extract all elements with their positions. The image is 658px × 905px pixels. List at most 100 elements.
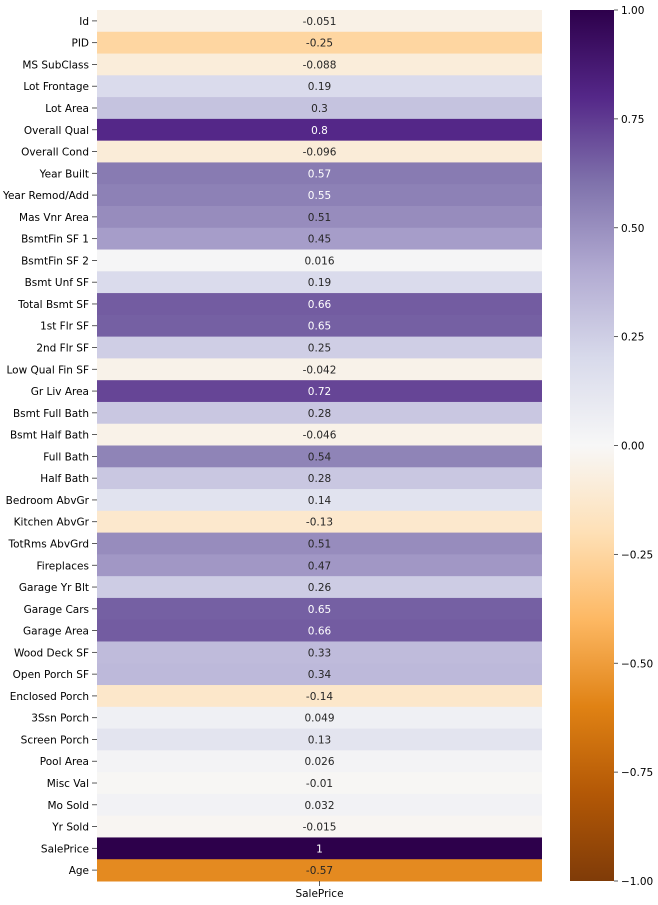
heatmap-cell — [97, 510, 542, 534]
cell-value-label: -0.046 — [303, 430, 337, 442]
row-label: Full Bath — [43, 451, 89, 463]
cell-value-label: 0.25 — [308, 343, 331, 355]
heatmap-cell — [97, 663, 542, 686]
cell-value-label: 0.51 — [308, 538, 331, 550]
heatmap-cell — [97, 554, 542, 577]
row-label: Gr Liv Area — [31, 386, 89, 398]
heatmap-cell — [97, 314, 542, 338]
heatmap-cell — [97, 31, 542, 55]
colorbar-gradient — [570, 10, 614, 881]
row-label: Bedroom AbvGr — [6, 495, 90, 507]
row-label: MS SubClass — [22, 59, 89, 71]
heatmap-cell — [97, 597, 542, 621]
heatmap-cell — [97, 423, 542, 446]
row-label: Bsmt Full Bath — [13, 408, 89, 420]
heatmap-cell — [97, 619, 542, 642]
heatmap-cell — [97, 706, 542, 730]
cell-value-label: 0.66 — [308, 299, 332, 311]
cell-value-label: 0.57 — [308, 168, 331, 180]
row-label: TotRms AbvGrd — [8, 538, 90, 550]
cell-value-label: 0.016 — [304, 255, 334, 267]
cell-value-label: 0.47 — [308, 560, 331, 572]
cell-value-label: 0.28 — [308, 473, 331, 485]
cell-value-label: -0.051 — [303, 16, 337, 28]
cell-value-label: 0.026 — [304, 756, 334, 768]
cell-value-label: 1 — [316, 843, 323, 855]
colorbar-tick-label: −0.50 — [621, 658, 653, 670]
cell-value-label: 0.19 — [308, 81, 331, 93]
heatmap-cell — [97, 140, 542, 163]
heatmap-cell — [97, 118, 542, 142]
column-label: SalePrice — [295, 888, 343, 900]
cell-value-label: 0.65 — [308, 604, 331, 616]
row-label: BsmtFin SF 1 — [21, 234, 89, 246]
heatmap-cell — [97, 53, 542, 76]
cell-value-label: 0.51 — [308, 212, 331, 224]
row-label: 2nd Flr SF — [36, 343, 89, 355]
row-label: SalePrice — [41, 843, 89, 855]
heatmap-cell — [97, 859, 542, 882]
row-label: Half Bath — [40, 473, 89, 485]
heatmap-cell — [97, 445, 542, 468]
row-label: Garage Cars — [24, 604, 89, 616]
row-label: Year Remod/Add — [2, 190, 89, 202]
row-label: Fireplaces — [37, 560, 89, 572]
row-label: Open Porch SF — [13, 669, 89, 681]
row-label: Year Built — [39, 168, 89, 180]
colorbar: 1.00 0.75 0.50 0.25 0.00 −0.25 −0.50 −0.75 −1.00 — [570, 5, 653, 888]
cell-value-label: 0.55 — [308, 190, 331, 202]
colorbar-tick-label: 1.00 — [621, 5, 644, 17]
cell-value-label: 0.049 — [304, 713, 334, 725]
heatmap-cell — [97, 271, 542, 294]
heatmap-cells: -0.051 -0.25 -0.088 0.19 0.3 0.8 -0.096 0.57 0.5… — [97, 10, 542, 882]
heatmap-cell — [97, 467, 542, 490]
row-label: Screen Porch — [21, 734, 89, 746]
colorbar-tick-label: 0.00 — [621, 441, 644, 453]
heatmap-cell — [97, 815, 542, 838]
heatmap-cell — [97, 401, 542, 425]
heatmap-cell — [97, 162, 542, 185]
colorbar-tick-label: 0.75 — [621, 114, 644, 126]
heatmap-cell — [97, 227, 542, 251]
heatmap-cell — [97, 532, 542, 555]
cell-value-label: -0.088 — [303, 59, 337, 71]
cell-value-label: 0.3 — [311, 103, 328, 115]
cell-value-label: 0.33 — [308, 647, 331, 659]
cell-value-label: 0.28 — [308, 408, 331, 420]
cell-value-label: -0.015 — [303, 822, 337, 834]
cell-value-label: 0.13 — [308, 734, 331, 746]
cell-value-label: 0.54 — [308, 451, 332, 463]
row-label: Garage Yr Blt — [19, 582, 89, 594]
heatmap-cell — [97, 728, 542, 751]
cell-value-label: 0.65 — [308, 321, 331, 333]
heatmap-cell — [97, 358, 542, 381]
heatmap-cell — [97, 750, 542, 773]
cell-value-label: 0.72 — [308, 386, 331, 398]
heatmap-cell — [97, 184, 542, 207]
row-label: PID — [71, 38, 89, 50]
heatmap-cell — [97, 793, 542, 817]
row-label: Overall Qual — [24, 125, 89, 137]
heatmap-cell — [97, 293, 542, 316]
heatmap-cell — [97, 205, 542, 229]
row-label: Age — [69, 865, 89, 877]
row-labels: Id PID MS SubClass Lot Frontage Lot Area Over… — [2, 16, 97, 877]
row-label: Mas Vnr Area — [19, 212, 89, 224]
cell-value-label: 0.26 — [308, 582, 332, 594]
row-label: Low Qual Fin SF — [6, 364, 89, 376]
column-labels: SalePrice — [295, 881, 344, 900]
row-label: Lot Frontage — [23, 81, 89, 93]
row-label: 1st Flr SF — [40, 321, 89, 333]
cell-value-label: -0.13 — [306, 517, 333, 529]
colorbar-tick-label: −0.75 — [621, 767, 653, 779]
colorbar-tick-label: 0.50 — [621, 223, 644, 235]
heatmap-cell — [97, 641, 542, 664]
cell-value-label: 0.19 — [308, 277, 331, 289]
heatmap-cell — [97, 576, 542, 599]
row-label: Bsmt Unf SF — [25, 277, 89, 289]
heatmap-cell — [97, 489, 542, 512]
row-label: Yr Sold — [51, 822, 89, 834]
heatmap-cell — [97, 685, 542, 708]
row-label: Wood Deck SF — [14, 647, 89, 659]
